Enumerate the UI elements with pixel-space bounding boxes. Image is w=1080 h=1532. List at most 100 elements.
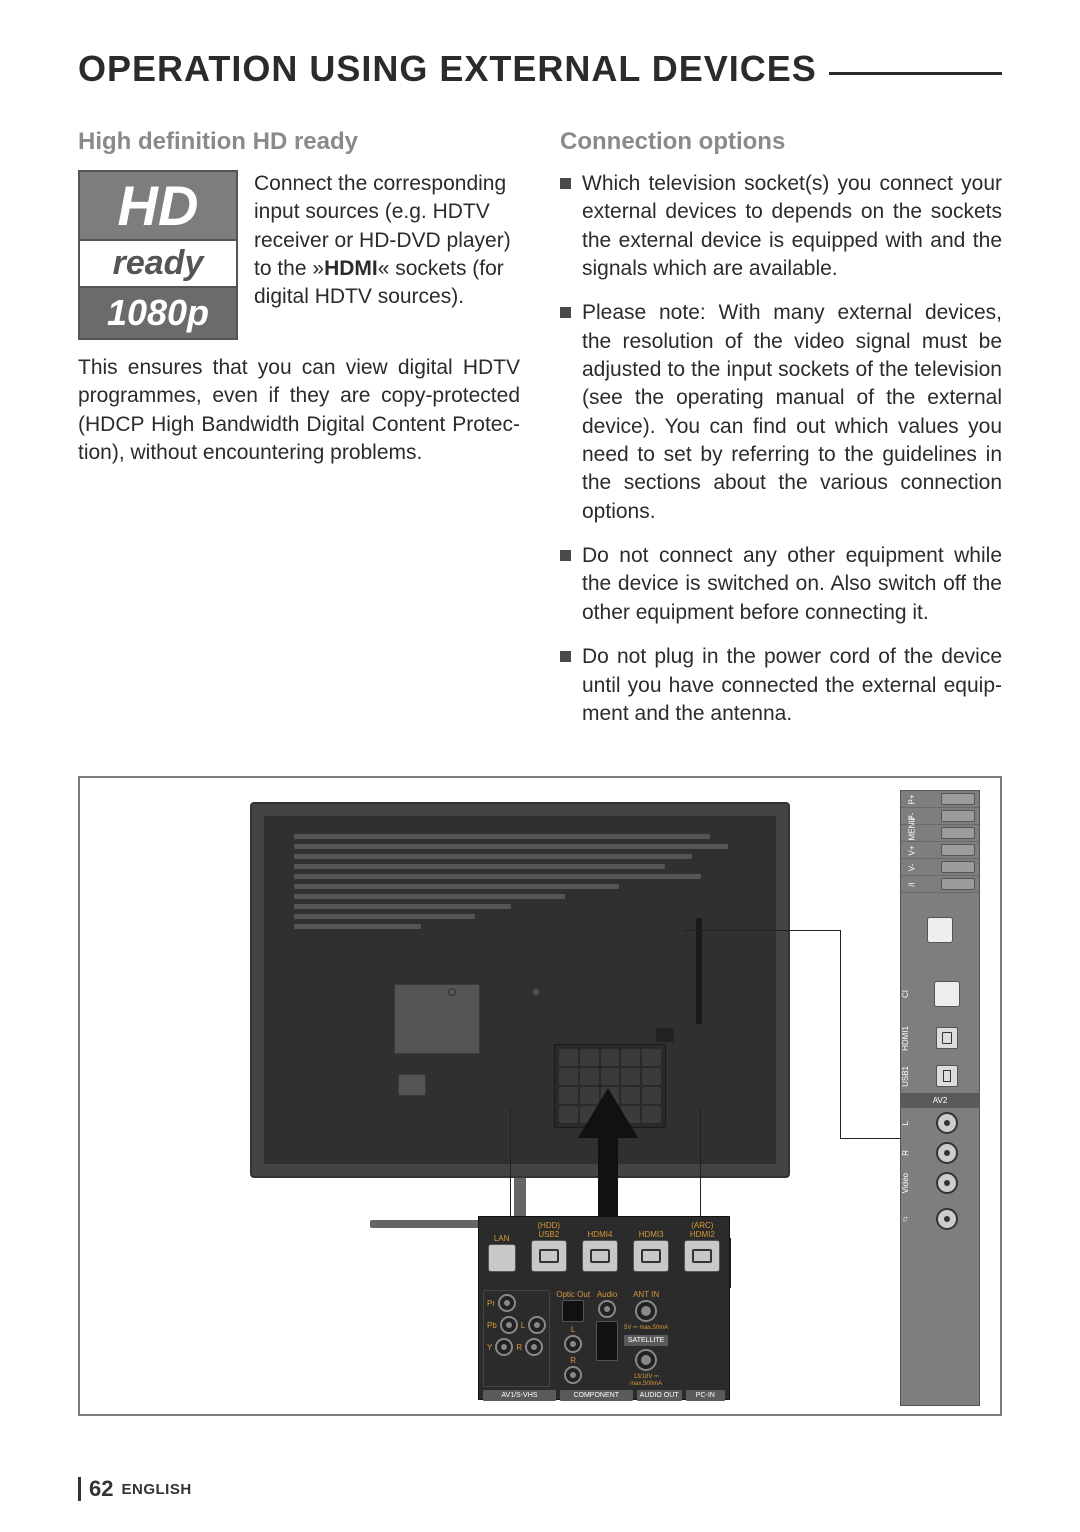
jack-r-label: R	[901, 1150, 910, 1156]
hdmi1-port-icon	[936, 1027, 958, 1049]
tv-back-specs	[294, 834, 746, 934]
antin-jack-icon	[635, 1300, 657, 1322]
audio-jack-icon	[598, 1300, 616, 1318]
hdmi2-label: (ARC) HDMI2	[690, 1221, 715, 1239]
pcin-label: PC-IN	[686, 1390, 725, 1401]
component-label: COMPONENT	[560, 1390, 633, 1401]
bullet-2: Please note: With many external devices,…	[560, 299, 1002, 526]
pb-label: Pb	[487, 1321, 497, 1330]
page-language: ENGLISH	[121, 1481, 191, 1498]
btn-menu: MENU	[908, 826, 917, 840]
tv-illustration	[250, 802, 790, 1232]
component-section: Pr PbL YR	[483, 1290, 550, 1387]
jack-l-label: L	[901, 1121, 910, 1125]
av1-label: AV1/S-VHS	[483, 1390, 556, 1401]
headphone-label: ♫	[901, 1215, 910, 1224]
lan-label: LAN	[494, 1234, 510, 1243]
left-heading: High definition HD ready	[78, 128, 520, 156]
y-label: Y	[487, 1343, 492, 1352]
screw-icon	[532, 988, 540, 996]
tv-vent-cover	[394, 984, 480, 1054]
pr-jack-icon	[498, 1294, 516, 1312]
bullet-4: Do not plug in the power cord of the dev…	[560, 643, 1002, 728]
hd-logo-1080p: 1080p	[80, 288, 236, 338]
usb1-label: USB1	[901, 1066, 910, 1087]
y-jack-icon	[495, 1338, 513, 1356]
side-buttons: P+ P- MENU V+ V- /I	[901, 791, 979, 893]
comp-l-jack-icon	[528, 1316, 546, 1334]
tv-screen	[250, 802, 790, 1178]
audio-label: Audio	[597, 1290, 617, 1299]
tv-ci-slot	[696, 918, 702, 1024]
title-rule	[829, 72, 1002, 75]
footer-bar	[78, 1477, 81, 1501]
rear-connector-panel: LAN (HDD) USB2 HDMI4 HDMI3 (ARC) HDMI2 P…	[478, 1216, 730, 1400]
callout-line	[840, 930, 841, 1138]
callout-line	[684, 930, 840, 931]
pr-label: Pr	[487, 1299, 495, 1308]
hdmi1-label: HDMI1	[901, 1026, 910, 1051]
btn-p-plus: P+	[908, 792, 917, 806]
hd-block: HD ready 1080p Connect the corre­spondin…	[78, 170, 520, 340]
hdmi3-port-icon	[633, 1240, 669, 1272]
usb2-port-icon	[531, 1240, 567, 1272]
tv-power-socket	[398, 1074, 426, 1096]
hdmi3-label: HDMI3	[639, 1230, 664, 1239]
headphone-jack-icon	[936, 1208, 958, 1230]
title-row: OPERATION USING EXTERNAL DEVICES	[78, 48, 1002, 90]
left-intro: Connect the corre­sponding input sources…	[254, 170, 520, 340]
ci-slot-icon	[934, 981, 960, 1007]
right-heading: Connection options	[560, 128, 1002, 156]
antin-label: ANT IN	[633, 1290, 659, 1299]
hdmi4-label: HDMI4	[588, 1230, 613, 1239]
audout-label: AUDIO OUT	[637, 1390, 682, 1401]
hdmi4-port-icon	[582, 1240, 618, 1272]
audio-r-jack-icon	[564, 1366, 582, 1384]
pcin-port-icon	[596, 1321, 618, 1361]
page-title: OPERATION USING EXTERNAL DEVICES	[78, 48, 817, 90]
btn-power: /I	[908, 877, 917, 891]
audio-l-jack-icon	[564, 1335, 582, 1353]
hd-logo-ready: ready	[80, 239, 236, 288]
audio-r-label: R	[570, 1356, 576, 1365]
satellite-jack-icon	[635, 1349, 657, 1371]
audio-l-label: L	[571, 1325, 575, 1334]
optic-label: Optic Out	[556, 1290, 590, 1299]
content-columns: High definition HD ready HD ready 1080p …	[78, 128, 1002, 744]
connection-diagram: P+ P- MENU V+ V- /I CI HDMI1 USB1 AV2 L …	[78, 776, 1002, 1416]
left-column: High definition HD ready HD ready 1080p …	[78, 128, 520, 744]
hd-logo-hd: HD	[80, 172, 236, 239]
side-connector-panel: P+ P- MENU V+ V- /I CI HDMI1 USB1 AV2 L …	[900, 790, 980, 1406]
right-column: Connection options Which television sock…	[560, 128, 1002, 744]
btn-v-minus: V-	[908, 860, 917, 874]
pb-jack-icon	[500, 1316, 518, 1334]
lan-port-icon	[488, 1244, 516, 1272]
av2-label: AV2	[901, 1093, 979, 1108]
page-footer: 62 ENGLISH	[78, 1476, 192, 1502]
btn-v-plus: V+	[908, 843, 917, 857]
bullet-1: Which television socket(s) you connect y…	[560, 170, 1002, 283]
comp-r-label: R	[516, 1343, 522, 1352]
bullet-list: Which television socket(s) you connect y…	[560, 170, 1002, 728]
satellite-label: SATELLITE	[624, 1335, 668, 1346]
jack-r-icon	[936, 1142, 958, 1164]
side-card-slot-icon	[927, 917, 953, 943]
usb2-label: (HDD) USB2	[537, 1221, 560, 1239]
intro-bold: HDMI	[324, 257, 378, 280]
tv-card-icon	[656, 1028, 674, 1042]
optic-port-icon	[562, 1300, 584, 1322]
comp-r-jack-icon	[525, 1338, 543, 1356]
ci-label: CI	[901, 990, 910, 998]
jack-video-icon	[936, 1172, 958, 1194]
pwr5v-label: 5V ⎓ max.50mA	[624, 1325, 668, 1332]
usb1-port-icon	[936, 1065, 958, 1087]
left-para2: This ensures that you can view digital H…	[78, 354, 520, 467]
callout-line	[840, 1138, 900, 1139]
hd-ready-logo: HD ready 1080p	[78, 170, 238, 340]
bullet-3: Do not connect any other equipment while…	[560, 542, 1002, 627]
jack-l-icon	[936, 1112, 958, 1134]
hdmi2-port-icon	[684, 1240, 720, 1272]
callout-line	[730, 1238, 731, 1288]
page-number: 62	[89, 1476, 113, 1502]
pwr13v-label: 13/18V ⎓ max.500mA	[624, 1374, 668, 1387]
